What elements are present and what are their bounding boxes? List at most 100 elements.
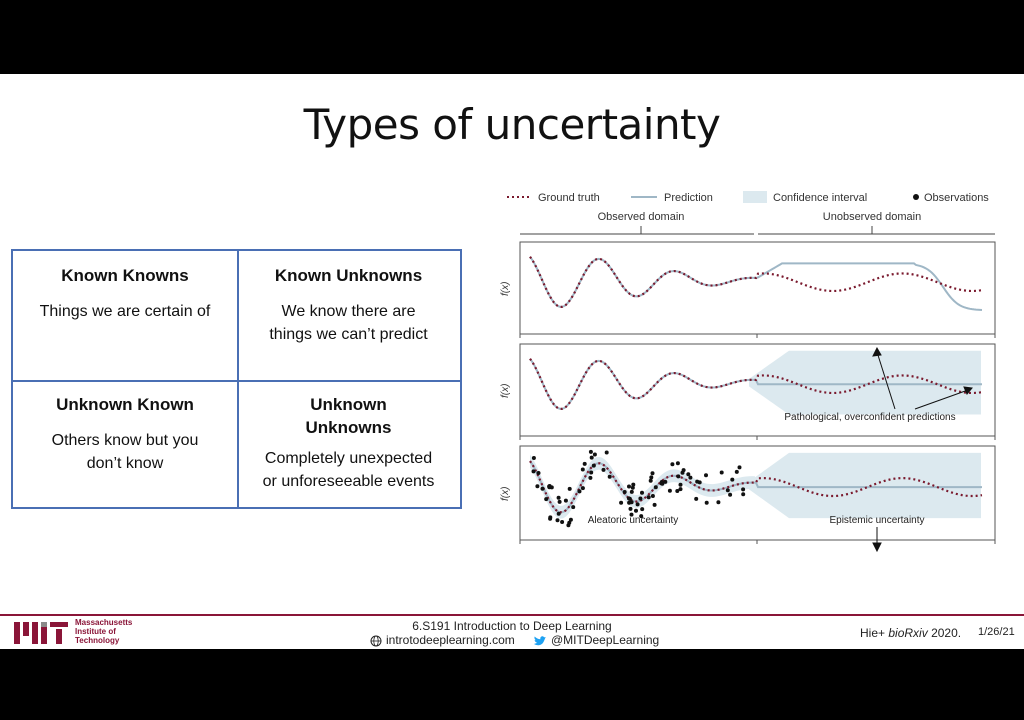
cell-line: or unforeseeable events [262, 473, 435, 490]
legend: Ground truth Prediction Confidence inter… [507, 191, 989, 204]
observation-point [547, 484, 552, 489]
observation-point [730, 477, 735, 482]
citation-authors: Hie+ [860, 626, 886, 640]
observation-point [589, 470, 594, 475]
observation-point [619, 500, 624, 505]
observation-point [531, 469, 536, 474]
ground-truth-line [529, 256, 983, 308]
annotation-arrows [872, 346, 973, 553]
cell-line: don’t know [86, 455, 164, 472]
website-link[interactable]: introtodeeplearning.com [370, 633, 515, 647]
annotations: Pathological, overconfident predictions … [588, 346, 973, 553]
observation-point [588, 475, 593, 480]
cell-heading-line: Unknowns [305, 418, 392, 437]
cell-heading: Unknown Known [56, 395, 194, 414]
observation-point [694, 496, 699, 501]
observation-point [536, 471, 541, 475]
legend-observations-label: Observations [924, 192, 989, 204]
observation-point [622, 490, 627, 494]
observation-point [563, 498, 568, 503]
observation-point [681, 468, 686, 473]
observation-point [567, 486, 572, 491]
observation-point [630, 485, 635, 490]
observation-point [663, 479, 668, 484]
domain-brackets: Observed domain Unobserved domain [520, 211, 995, 235]
mit-logo [14, 622, 68, 644]
observation-point [640, 490, 644, 495]
cell-heading: Unknown Unknowns [237, 393, 460, 439]
legend-confidence-label: Confidence interval [773, 192, 867, 204]
observation-point [728, 492, 733, 497]
observation-point [741, 487, 746, 492]
cell-line: Things we are certain of [39, 303, 211, 320]
arrow-overconfident-2 [914, 389, 969, 410]
panels: f(x) f(x) f(x) [500, 241, 996, 544]
cell-body: Completely unexpected or unforeseeable e… [237, 447, 460, 493]
observation-point [556, 495, 561, 500]
slide-title: Types of uncertainty [303, 100, 721, 149]
observation-point [667, 488, 672, 493]
observation-point [555, 518, 560, 523]
observation-point [640, 507, 645, 512]
institution-name: Massachusetts Institute of Technology [75, 618, 132, 645]
observation-point [582, 461, 587, 466]
arrow-overconfident-1 [876, 351, 896, 410]
prediction-line [529, 256, 983, 311]
observation-point [741, 492, 746, 497]
observation-point [571, 505, 576, 510]
twitter-link[interactable]: @MITDeepLearning [533, 633, 659, 647]
observation-point [648, 478, 653, 483]
footer-rule [0, 614, 1024, 616]
observation-point [591, 463, 596, 468]
cell-heading: Known Knowns [61, 266, 189, 285]
observation-point [675, 489, 680, 493]
panel-ylabel: f(x) [500, 487, 511, 501]
observation-point [688, 475, 693, 480]
observation-point [670, 462, 675, 467]
legend-observations-swatch [913, 194, 919, 200]
citation-year: 2020. [931, 626, 962, 640]
observation-point [631, 482, 636, 487]
cell-unknown-unknowns: Unknown Unknowns Completely unexpected o… [237, 380, 460, 507]
observation-point [580, 467, 585, 472]
slide-date: 1/26/21 [978, 626, 1015, 638]
observation-point [719, 470, 724, 475]
ground-truth-line [529, 358, 983, 410]
twitter-bird-icon [534, 636, 546, 646]
footer: Massachusetts Institute of Technology 6.… [0, 614, 1024, 649]
observation-point [535, 484, 540, 489]
observation-point [635, 502, 640, 507]
uncertainty-grid: Known Knowns Things we are certain of Kn… [11, 249, 462, 509]
observation-point [704, 473, 708, 478]
panel-frame [519, 241, 996, 335]
observation-point [629, 512, 634, 517]
cell-unknown-known: Unknown Known Others know but you don’t … [13, 380, 237, 507]
slide: Types of uncertainty Known Knowns Things… [0, 74, 1024, 649]
cell-known-unknowns: Known Unknowns We know there are things … [237, 251, 460, 380]
observation-point [646, 495, 651, 500]
cell-body: Things we are certain of [13, 300, 237, 323]
observation-point [653, 485, 658, 490]
institution-line: Massachusetts [75, 618, 133, 627]
confidence-band [749, 350, 981, 415]
observation-point [676, 474, 681, 479]
cell-line: We know there are [281, 303, 416, 320]
institution-line: Institute of [75, 627, 116, 636]
observation-point [560, 520, 565, 524]
observation-point [577, 489, 582, 494]
observation-point [557, 499, 562, 504]
observation-point [604, 450, 609, 455]
panel-ylabel: f(x) [500, 282, 511, 296]
cell-known-knowns: Known Knowns Things we are certain of [13, 251, 237, 380]
observation-point [634, 508, 638, 513]
globe-icon [370, 635, 382, 647]
cell-body: Others know but you don’t know [13, 429, 237, 475]
observation-point [592, 452, 597, 457]
observation-point [678, 482, 683, 487]
observation-point [580, 486, 585, 491]
observation-point [734, 469, 739, 474]
observation-point [678, 487, 683, 492]
unobserved-domain-label: Unobserved domain [823, 211, 921, 223]
grid-divider-vertical [237, 251, 239, 507]
observation-point [629, 489, 634, 494]
